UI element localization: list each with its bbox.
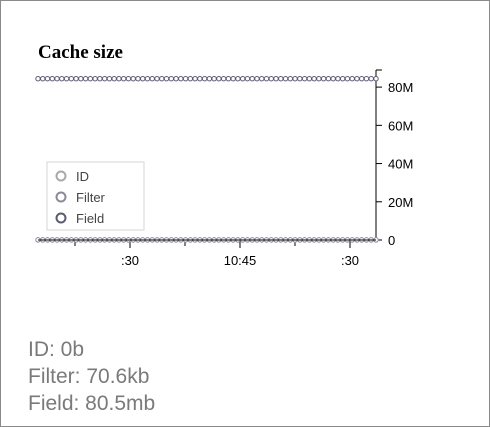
data-point bbox=[68, 76, 75, 82]
data-point bbox=[211, 76, 217, 82]
data-point bbox=[182, 76, 189, 82]
data-point bbox=[49, 76, 55, 82]
data-point bbox=[40, 76, 46, 82]
data-point bbox=[368, 76, 374, 82]
data-point bbox=[35, 76, 41, 82]
data-point bbox=[125, 76, 132, 82]
legend-marker bbox=[55, 212, 67, 224]
data-point bbox=[263, 76, 270, 82]
data-point bbox=[301, 76, 308, 82]
series-field bbox=[35, 76, 379, 82]
data-point bbox=[306, 76, 313, 82]
stat-filter: Filter: 70.6kb bbox=[28, 365, 150, 388]
data-point bbox=[311, 76, 317, 82]
y-tick-label: 40M bbox=[388, 157, 413, 172]
legend-label: Filter bbox=[76, 190, 106, 205]
data-point bbox=[149, 76, 155, 82]
data-point bbox=[363, 76, 370, 82]
data-point bbox=[320, 76, 327, 82]
data-point bbox=[82, 76, 89, 82]
data-point bbox=[216, 76, 222, 82]
chart-title: Cache size bbox=[38, 42, 123, 63]
data-point bbox=[130, 76, 136, 82]
data-point bbox=[316, 76, 322, 82]
data-point bbox=[235, 76, 241, 82]
data-point bbox=[335, 76, 341, 82]
data-point bbox=[287, 76, 294, 82]
data-point bbox=[354, 76, 360, 82]
data-point bbox=[135, 76, 141, 82]
data-point bbox=[163, 76, 170, 82]
data-point bbox=[344, 76, 351, 82]
data-point bbox=[44, 76, 51, 82]
legend-label: ID bbox=[76, 169, 89, 184]
data-point bbox=[240, 76, 246, 82]
cache-stats: ID: 0b Filter: 70.6kb Field: 80.5mb bbox=[28, 336, 155, 417]
data-point bbox=[73, 76, 79, 82]
data-point bbox=[292, 76, 298, 82]
stat-id: ID: 0b bbox=[28, 338, 85, 361]
data-point bbox=[349, 76, 355, 82]
data-point bbox=[278, 76, 284, 82]
data-point bbox=[111, 76, 117, 82]
data-point bbox=[225, 76, 232, 82]
data-point bbox=[144, 76, 151, 82]
data-point bbox=[230, 76, 236, 82]
data-point bbox=[63, 76, 70, 82]
data-point bbox=[140, 76, 146, 82]
data-point bbox=[101, 76, 108, 82]
data-point bbox=[249, 76, 255, 82]
data-point bbox=[168, 76, 174, 82]
stat-field: Field: 80.5mb bbox=[28, 392, 156, 415]
data-point bbox=[154, 76, 160, 82]
data-point bbox=[268, 76, 274, 82]
data-point bbox=[206, 76, 213, 82]
data-point bbox=[97, 76, 103, 82]
data-point bbox=[273, 76, 279, 82]
data-point bbox=[87, 76, 94, 82]
data-point bbox=[173, 76, 179, 82]
data-point bbox=[282, 76, 289, 82]
data-point bbox=[116, 76, 122, 82]
data-point bbox=[339, 76, 346, 82]
data-point bbox=[254, 76, 260, 82]
data-point bbox=[106, 76, 113, 82]
x-tick-label: :30 bbox=[121, 253, 139, 268]
data-point bbox=[201, 76, 208, 82]
data-point bbox=[197, 76, 203, 82]
y-tick-label: 0 bbox=[388, 233, 395, 248]
data-point bbox=[220, 76, 227, 82]
data-point bbox=[297, 76, 303, 82]
data-point bbox=[244, 76, 251, 82]
data-point bbox=[192, 76, 198, 82]
data-point bbox=[325, 76, 332, 82]
data-point bbox=[54, 76, 60, 82]
data-point bbox=[359, 76, 365, 82]
data-point bbox=[78, 76, 84, 82]
legend-marker bbox=[55, 191, 67, 203]
data-point bbox=[59, 76, 65, 82]
y-tick-label: 20M bbox=[388, 195, 413, 210]
y-tick-label: 60M bbox=[388, 118, 413, 133]
x-tick-label: 10:45 bbox=[224, 253, 257, 268]
x-tick-label: :30 bbox=[341, 253, 359, 268]
data-point bbox=[120, 76, 127, 82]
data-point bbox=[159, 76, 165, 82]
data-point bbox=[259, 76, 265, 82]
legend-label: Field bbox=[76, 211, 104, 226]
data-point bbox=[330, 76, 336, 82]
data-point bbox=[187, 76, 194, 82]
data-point bbox=[373, 76, 379, 82]
y-tick-label: 80M bbox=[388, 80, 413, 95]
data-point bbox=[178, 76, 184, 82]
data-point bbox=[92, 76, 98, 82]
legend-marker bbox=[55, 170, 67, 182]
